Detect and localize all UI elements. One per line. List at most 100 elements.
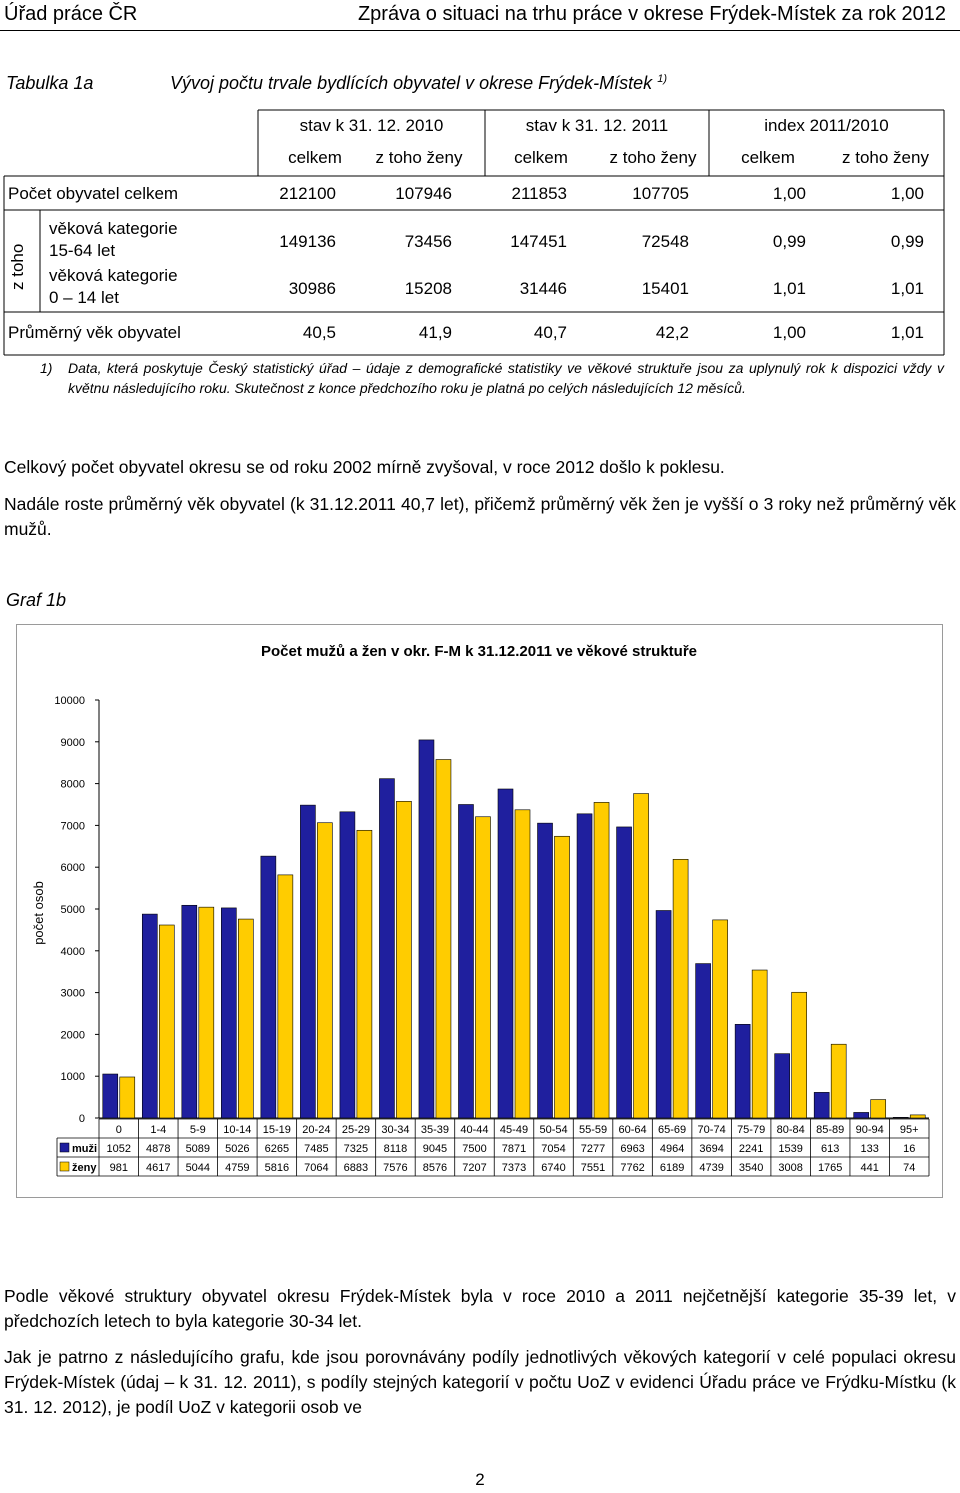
- header-right: Zpráva o situaci na trhu práce v okrese …: [357, 3, 946, 25]
- bar-muzi: [458, 804, 474, 1119]
- data-table-value: 4739: [699, 1162, 723, 1174]
- x-category-label: 0: [116, 1124, 122, 1136]
- bar-muzi: [260, 855, 277, 1119]
- col-group-2010: stav k 31. 12. 2010: [299, 116, 444, 135]
- paragraph-4: Jak je patrno z následujícího grafu, kde…: [4, 1347, 956, 1417]
- bar-zeny: [712, 919, 728, 1119]
- y-tick-label: 10000: [54, 695, 85, 707]
- x-category-label: 65-69: [658, 1124, 686, 1136]
- col-group-index: index 2011/2010: [764, 116, 889, 135]
- paragraph-2: Nadále roste průměrný věk obyvatel (k 31…: [4, 494, 956, 539]
- x-category-label: 15-19: [263, 1124, 291, 1136]
- x-category-label: 80-84: [777, 1124, 805, 1136]
- paragraph-3: Podle věkové struktury obyvatel okresu F…: [4, 1286, 956, 1331]
- data-table-value: 7551: [581, 1162, 605, 1174]
- x-category-label: 45-49: [500, 1124, 528, 1136]
- data-table-value: 2241: [739, 1143, 763, 1155]
- data-table-value: 6963: [620, 1143, 644, 1155]
- data-table-value: 7500: [462, 1143, 486, 1155]
- bar-zeny: [554, 835, 570, 1119]
- bar-muzi: [339, 811, 356, 1119]
- x-category-label: 90-94: [856, 1124, 884, 1136]
- bar-zeny: [672, 858, 689, 1119]
- bar-muzi: [695, 963, 711, 1119]
- x-category-label: 35-39: [421, 1124, 449, 1136]
- table-cell: 1,00: [772, 323, 806, 342]
- table-cell: 73456: [404, 232, 452, 251]
- y-tick-label: 3000: [61, 988, 85, 1000]
- table-cell: 1,01: [772, 279, 806, 298]
- data-table-value: 6265: [265, 1143, 289, 1155]
- row-label-15-64: věková kategorie 15-64 let: [49, 218, 178, 262]
- row-label-line: 0 – 14 let: [49, 288, 119, 307]
- legend-entry: muži: [72, 1143, 97, 1155]
- table-label: Tabulka 1a: [6, 73, 94, 93]
- y-tick-label: 2000: [61, 1029, 85, 1041]
- data-table-value: 441: [861, 1162, 879, 1174]
- table-cell: 147451: [510, 232, 567, 251]
- footnote: 1) Data, která poskytuje Český statistic…: [40, 358, 944, 398]
- table-cell: 0,99: [772, 232, 806, 251]
- chart-frame: Počet mužů a žen v okr. F-M k 31.12.2011…: [16, 624, 943, 1198]
- x-category-label: 20-24: [302, 1124, 330, 1136]
- legend-swatch: [59, 1142, 70, 1153]
- data-table-value: 5089: [186, 1143, 210, 1155]
- data-table-value: 74: [903, 1162, 915, 1174]
- bar-muzi: [141, 913, 158, 1119]
- data-table-value: 133: [861, 1143, 879, 1155]
- x-category-label: 40-44: [460, 1124, 488, 1136]
- bar-muzi: [537, 822, 553, 1119]
- sub-header-celkem: celkem: [514, 148, 568, 167]
- table-cell: 41,9: [418, 323, 452, 342]
- bar-muzi: [576, 813, 593, 1119]
- bar-muzi: [655, 910, 672, 1119]
- y-axis-label: počet osob: [31, 881, 46, 945]
- bar-chart: Počet mužů a žen v okr. F-M k 31.12.2011…: [31, 643, 930, 1177]
- legend-entry: ženy: [72, 1162, 97, 1174]
- bar-muzi: [221, 907, 237, 1119]
- bar-zeny: [317, 822, 333, 1119]
- table-cell: 40,5: [302, 323, 336, 342]
- y-tick-label: 1000: [61, 1071, 85, 1083]
- data-table-value: 8576: [423, 1162, 447, 1174]
- x-category-label: 70-74: [698, 1124, 726, 1136]
- y-tick-label: 5000: [61, 904, 85, 916]
- data-table-value: 981: [110, 1162, 128, 1174]
- table-cell: 31446: [519, 279, 567, 298]
- table-cell: 211853: [511, 184, 567, 203]
- bar-zeny: [396, 801, 412, 1119]
- table-cell: 1,01: [890, 323, 924, 342]
- table-title: Vývoj počtu trvale bydlících obyvatel v …: [170, 73, 667, 94]
- table-cell: 72548: [641, 232, 689, 251]
- bar-muzi: [497, 788, 514, 1119]
- z-toho-text: z toho: [8, 243, 27, 290]
- bar-muzi: [300, 804, 316, 1119]
- sub-header-zeny: z toho ženy: [609, 148, 697, 167]
- x-category-label: 25-29: [342, 1124, 370, 1136]
- x-category-label: 30-34: [381, 1124, 409, 1136]
- bar-muzi: [418, 739, 435, 1119]
- table-cell: 107705: [632, 184, 689, 203]
- header-left: Úřad práce ČR: [4, 3, 138, 25]
- table-lines: [3, 109, 945, 356]
- legend-swatch: [59, 1161, 70, 1172]
- data-table-value: 1539: [778, 1143, 802, 1155]
- row-label-line: věková kategorie: [49, 266, 178, 285]
- bar-muzi: [181, 904, 198, 1119]
- data-table-value: 6740: [541, 1162, 565, 1174]
- data-table-value: 7373: [502, 1162, 526, 1174]
- y-tick-label: 7000: [61, 820, 85, 832]
- bar-zeny: [791, 991, 807, 1119]
- bar-muzi: [813, 1092, 830, 1119]
- row-label-total: Počet obyvatel celkem: [8, 184, 179, 203]
- bar-zeny: [909, 1114, 926, 1119]
- data-table-value: 7762: [620, 1162, 644, 1174]
- table-cell: 1,00: [890, 184, 924, 203]
- bar-zeny: [238, 918, 254, 1119]
- data-table-value: 4759: [225, 1162, 249, 1174]
- data-table-value: 7054: [541, 1143, 565, 1155]
- bar-zeny: [593, 802, 610, 1119]
- x-category-label: 60-64: [619, 1124, 647, 1136]
- sub-header-zeny: z toho ženy: [842, 148, 929, 167]
- data-table-value: 4617: [146, 1162, 170, 1174]
